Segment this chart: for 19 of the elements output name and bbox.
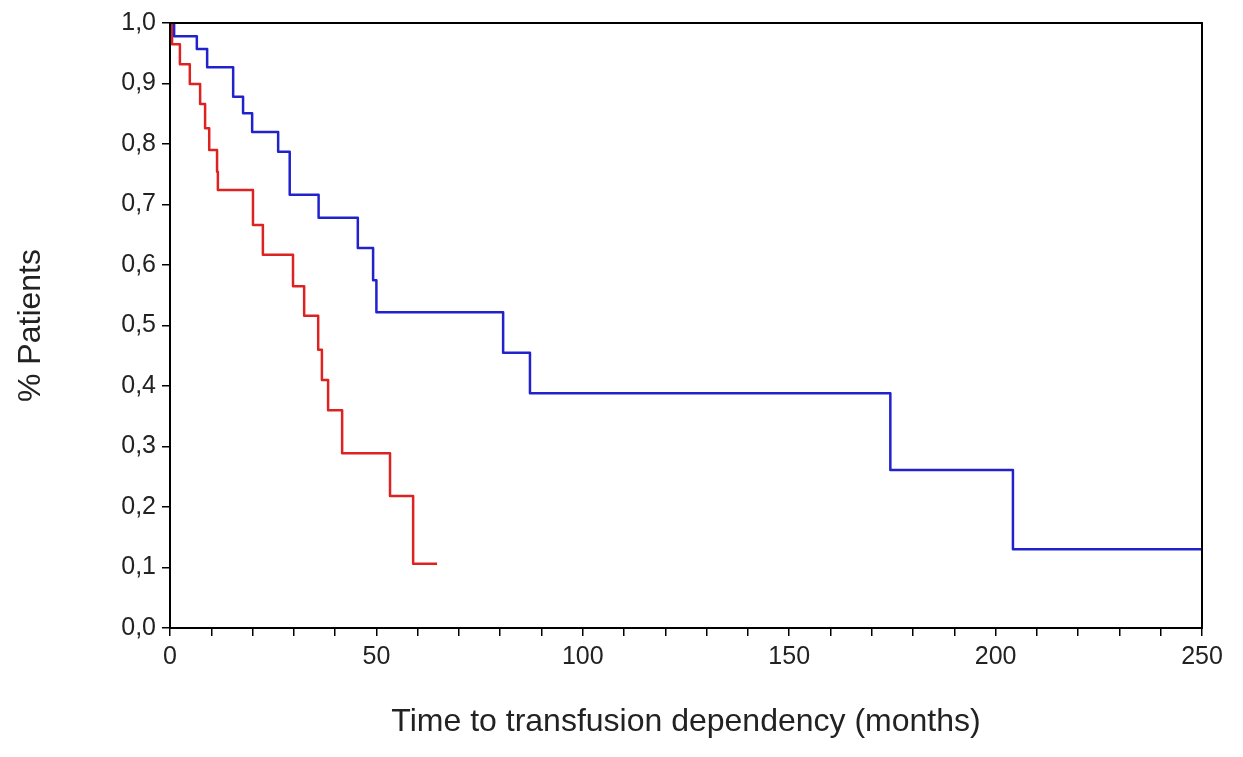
y-tick-label: 0,2 <box>121 490 156 519</box>
y-tick-label: 1,0 <box>121 6 156 35</box>
y-axis-title: % Patients <box>11 249 48 402</box>
x-tick-label: 250 <box>1181 640 1223 669</box>
y-tick-label: 0,5 <box>121 309 156 338</box>
x-tick-label: 100 <box>561 640 604 669</box>
x-tick-label: 150 <box>768 640 811 669</box>
y-tick-label: 0,3 <box>121 430 156 459</box>
y-tick-label: 0,7 <box>121 188 156 217</box>
x-axis-title: Time to transfusion dependency (months) <box>391 701 981 738</box>
y-tick-label: 0,6 <box>121 248 156 277</box>
y-tick-label: 0,4 <box>121 369 157 398</box>
y-tick-label: 0,9 <box>121 67 156 96</box>
x-tick-label: 50 <box>362 640 391 669</box>
x-tick-label: 200 <box>974 640 1017 669</box>
y-tick-label: 0,0 <box>121 611 156 640</box>
x-tick-label: 0 <box>163 640 177 669</box>
y-tick-label: 0,8 <box>121 127 156 156</box>
y-tick-label: 0,1 <box>121 551 156 580</box>
